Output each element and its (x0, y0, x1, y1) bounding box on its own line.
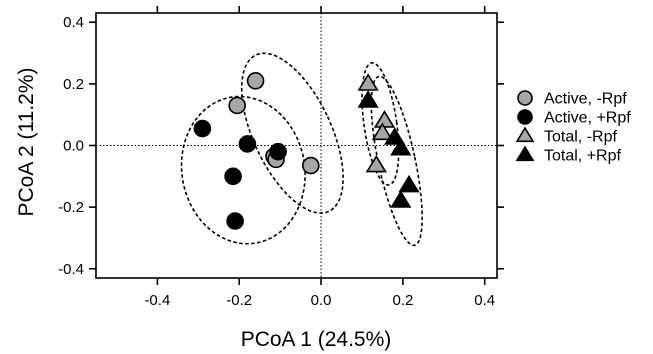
legend-item-total-plusminus-rpf: Total, +Rpf (515, 145, 621, 165)
point-total-plusminus-rpf-5 (390, 190, 412, 208)
point-active-minus-rpf-5 (302, 156, 320, 175)
ellipse-active-plusminus-rpf (180, 95, 306, 245)
x-axis-title: PCoA 1 (24.5%) (241, 328, 392, 351)
series-active-plusminus-rpf (193, 119, 287, 230)
legend-marker-total-minus-rpf (515, 126, 535, 143)
x-tick-label: 0.0 (311, 292, 332, 309)
legend-label: Active, -Rpf (544, 91, 627, 108)
axis-ticks: -0.4 -0.2 0.0 0.2 0.4 -0.4 -0.2 0.0 0.2 0.4 (58, 6, 504, 309)
legend-marker-active-plusminus-rpf (517, 109, 533, 125)
x-tick-label: 0.4 (474, 292, 495, 309)
point-total-plusminus-rpf-1 (357, 90, 379, 108)
point-total-plusminus-rpf-3 (390, 137, 412, 156)
data-points (193, 71, 420, 230)
point-total-minus-rpf-1 (357, 73, 379, 91)
y-tick-label: 0.4 (63, 14, 84, 31)
legend-label: Active, +Rpf (544, 110, 631, 127)
point-active-plusminus-rpf-5 (226, 212, 244, 230)
point-active-minus-rpf-2 (228, 96, 246, 115)
reference-lines (96, 13, 497, 278)
y-tick-label: -0.4 (58, 261, 84, 278)
ellipse-total-minus-rpf (361, 62, 400, 186)
y-axis-title: PCoA 2 (11.2%) (15, 67, 38, 216)
point-total-minus-rpf-4 (365, 154, 387, 173)
legend-marker-active-minus-rpf (517, 90, 533, 106)
series-total-plusminus-rpf (357, 90, 420, 208)
point-active-plusminus-rpf-3 (269, 142, 287, 161)
ellipse-active-minus-rpf (240, 52, 344, 214)
y-tick-label: 0.2 (63, 76, 84, 93)
point-active-plusminus-rpf-1 (193, 119, 212, 138)
point-active-plusminus-rpf-2 (238, 135, 257, 153)
point-total-minus-rpf-3 (371, 122, 394, 141)
legend-label: Total, -Rpf (544, 129, 617, 146)
legend-marker-total-plusminus-rpf (515, 145, 535, 162)
legend: Active, -Rpf Active, +Rpf Total, -Rpf Total… (515, 90, 631, 165)
legend-item-total-minus-rpf: Total, -Rpf (515, 126, 617, 146)
point-total-plusminus-rpf-2 (384, 127, 406, 145)
x-tick-label: -0.2 (226, 292, 252, 309)
legend-item-active-plusminus-rpf: Active, +Rpf (517, 109, 631, 127)
point-active-minus-rpf-1 (246, 71, 265, 90)
x-tick-label: -0.4 (144, 292, 170, 309)
legend-label: Total, +Rpf (544, 148, 621, 165)
point-active-plusminus-rpf-4 (224, 167, 242, 186)
x-tick-label: 0.2 (392, 292, 413, 309)
y-tick-label: -0.2 (58, 199, 84, 216)
series-total-minus-rpf (357, 73, 396, 173)
point-total-plusminus-rpf-4 (398, 174, 420, 193)
y-tick-label: 0.0 (63, 138, 84, 155)
confidence-ellipses (180, 52, 423, 247)
legend-item-active-minus-rpf: Active, -Rpf (517, 90, 627, 108)
